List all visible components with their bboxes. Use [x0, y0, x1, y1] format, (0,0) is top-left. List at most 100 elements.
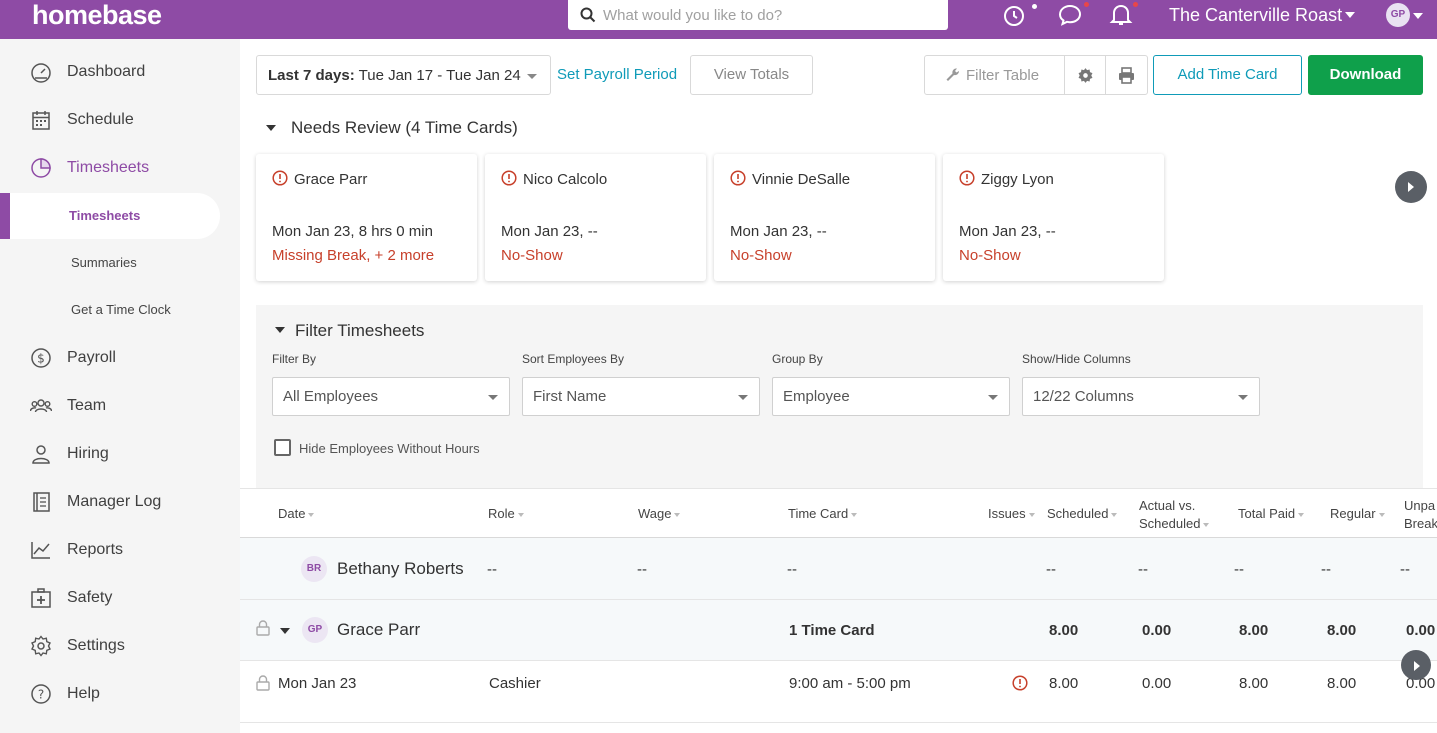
- filter-table-button[interactable]: Filter Table: [925, 56, 1065, 94]
- columns-value: 12/22 Columns: [1033, 388, 1134, 405]
- sort-by-select[interactable]: First Name: [522, 377, 760, 416]
- column-header-issues[interactable]: Issues: [988, 506, 1035, 521]
- sidebar-item-reports[interactable]: Reports: [0, 530, 240, 570]
- search-input[interactable]: [603, 4, 933, 26]
- time-card-cell[interactable]: 9:00 am - 5:00 pm: [789, 675, 911, 692]
- sidebar-item-help[interactable]: ? Help: [0, 674, 240, 714]
- column-header-wage[interactable]: Wage: [638, 506, 681, 521]
- add-time-card-button[interactable]: Add Time Card: [1153, 55, 1302, 95]
- sidebar-item-label: Hiring: [67, 445, 109, 462]
- view-totals-button[interactable]: View Totals: [690, 55, 813, 95]
- unread-dot: [1084, 2, 1089, 7]
- employee-row[interactable]: BR Bethany Roberts -- -- -- -- -- -- -- …: [240, 538, 1437, 600]
- chevron-down-icon: [527, 74, 537, 79]
- lock-icon[interactable]: [256, 620, 270, 636]
- top-bar: homebase The Canterville Roast GP: [0, 0, 1437, 39]
- date-range-selector[interactable]: Last 7 days: Tue Jan 17 - Tue Jan 24: [256, 55, 551, 95]
- group-by-value: Employee: [783, 388, 850, 405]
- header-label: Scheduled: [1047, 506, 1109, 521]
- chevron-down-icon[interactable]: [1345, 12, 1355, 18]
- alert-icon: [959, 170, 975, 186]
- column-header-scheduled[interactable]: Scheduled: [1047, 506, 1118, 521]
- hide-employees-checkbox[interactable]: [274, 439, 291, 456]
- sidebar-item-manager-log[interactable]: Manager Log: [0, 482, 240, 522]
- scroll-right-arrow-icon[interactable]: [1395, 171, 1427, 203]
- sidebar-item-safety[interactable]: Safety: [0, 578, 240, 618]
- header-label: Total Paid: [1238, 506, 1296, 521]
- help-icon: ?: [31, 684, 51, 704]
- sidebar-subitem-time-clock[interactable]: Get a Time Clock: [0, 287, 240, 333]
- sort-icon: [674, 512, 681, 517]
- sidebar-subitem-label: Timesheets: [69, 208, 141, 223]
- group-by-select[interactable]: Employee: [772, 377, 1010, 416]
- sidebar-item-team[interactable]: Team: [0, 386, 240, 426]
- shift-row[interactable]: Mon Jan 23 Cashier 9:00 am - 5:00 pm 8.0…: [240, 661, 1437, 723]
- chevron-down-icon: [738, 395, 748, 400]
- chevron-down-icon[interactable]: [1413, 13, 1423, 19]
- alert-icon[interactable]: [1012, 675, 1028, 691]
- dashboard-icon: [31, 63, 51, 83]
- lock-icon[interactable]: [256, 675, 270, 691]
- review-card[interactable]: Vinnie DeSalle Mon Jan 23, -- No-Show: [714, 154, 935, 281]
- employee-row[interactable]: GP Grace Parr 1 Time Card 8.00 0.00 8.00…: [240, 600, 1437, 661]
- sidebar-item-label: Payroll: [67, 349, 116, 366]
- svg-text:$: $: [37, 352, 45, 366]
- date-range-prefix: Last 7 days:: [268, 67, 355, 84]
- sidebar-subitem-label: Get a Time Clock: [71, 302, 171, 317]
- expand-caret-icon[interactable]: [280, 628, 290, 634]
- table-header: Date Role Wage Time Card Issues Schedule…: [240, 488, 1437, 538]
- column-header-regular[interactable]: Regular: [1330, 506, 1385, 521]
- sidebar-item-label: Dashboard: [67, 63, 146, 80]
- review-card[interactable]: Ziggy Lyon Mon Jan 23, -- No-Show: [943, 154, 1164, 281]
- print-button[interactable]: [1106, 56, 1148, 94]
- review-card[interactable]: Nico Calcolo Mon Jan 23, -- No-Show: [485, 154, 706, 281]
- employee-name[interactable]: Bethany Roberts: [337, 559, 464, 578]
- sidebar-subitem-timesheets[interactable]: Timesheets: [0, 193, 240, 239]
- active-indicator: [0, 193, 10, 239]
- chevron-down-icon: [1238, 395, 1248, 400]
- review-card[interactable]: Grace Parr Mon Jan 23, 8 hrs 0 min Missi…: [256, 154, 477, 281]
- columns-select[interactable]: 12/22 Columns: [1022, 377, 1260, 416]
- sidebar-item-schedule[interactable]: Schedule: [0, 100, 240, 140]
- collapse-caret-icon[interactable]: [275, 327, 285, 333]
- gear-icon: [31, 635, 51, 657]
- filter-timesheets-title[interactable]: Filter Timesheets: [295, 321, 425, 340]
- time-clock-icon[interactable]: [1002, 2, 1026, 28]
- regular-cell: 8.00: [1327, 622, 1357, 639]
- column-header-total-paid[interactable]: Total Paid: [1238, 506, 1305, 521]
- sidebar-item-dashboard[interactable]: Dashboard: [0, 52, 240, 92]
- sidebar-subitem-summaries[interactable]: Summaries: [0, 240, 240, 286]
- homebase-logo[interactable]: homebase: [32, 0, 162, 30]
- sidebar-item-payroll[interactable]: $ Payroll: [0, 338, 240, 378]
- sidebar-item-hiring[interactable]: Hiring: [0, 434, 240, 474]
- sidebar-item-label: Safety: [67, 589, 113, 606]
- settings-button[interactable]: [1065, 56, 1106, 94]
- filter-by-select[interactable]: All Employees: [272, 377, 510, 416]
- collapse-caret-icon[interactable]: [266, 125, 276, 131]
- set-payroll-period-link[interactable]: Set Payroll Period: [557, 66, 678, 83]
- column-header-date[interactable]: Date: [278, 506, 315, 521]
- column-header-unpaid-breaks[interactable]: Unpa Break: [1404, 497, 1437, 533]
- scroll-right-arrow-icon[interactable]: [1401, 650, 1431, 680]
- sidebar-item-timesheets[interactable]: Timesheets: [0, 148, 240, 188]
- needs-review-title[interactable]: Needs Review (4 Time Cards): [291, 118, 518, 137]
- hide-employees-label[interactable]: Hide Employees Without Hours: [299, 441, 480, 456]
- card-employee-name: Nico Calcolo: [523, 171, 608, 188]
- sort-icon: [1111, 512, 1118, 517]
- column-header-time-card[interactable]: Time Card: [788, 506, 858, 521]
- group-by-label: Group By: [772, 352, 823, 366]
- location-selector[interactable]: The Canterville Roast: [1169, 5, 1343, 25]
- column-header-actual-vs-scheduled[interactable]: Actual vs. Scheduled: [1139, 497, 1210, 533]
- sidebar-item-settings[interactable]: Settings: [0, 626, 240, 666]
- sort-by-label: Sort Employees By: [522, 352, 625, 366]
- filter-by-label: Filter By: [272, 352, 317, 366]
- header-label: Time Card: [788, 506, 849, 521]
- header-label: Issues: [988, 506, 1026, 521]
- bell-icon[interactable]: [1109, 2, 1133, 28]
- employee-name[interactable]: Grace Parr: [337, 620, 421, 639]
- user-avatar[interactable]: GP: [1386, 3, 1410, 27]
- column-header-role[interactable]: Role: [488, 506, 524, 521]
- search-box[interactable]: [568, 0, 948, 30]
- messages-icon[interactable]: [1057, 2, 1083, 28]
- download-button[interactable]: Download: [1308, 55, 1423, 95]
